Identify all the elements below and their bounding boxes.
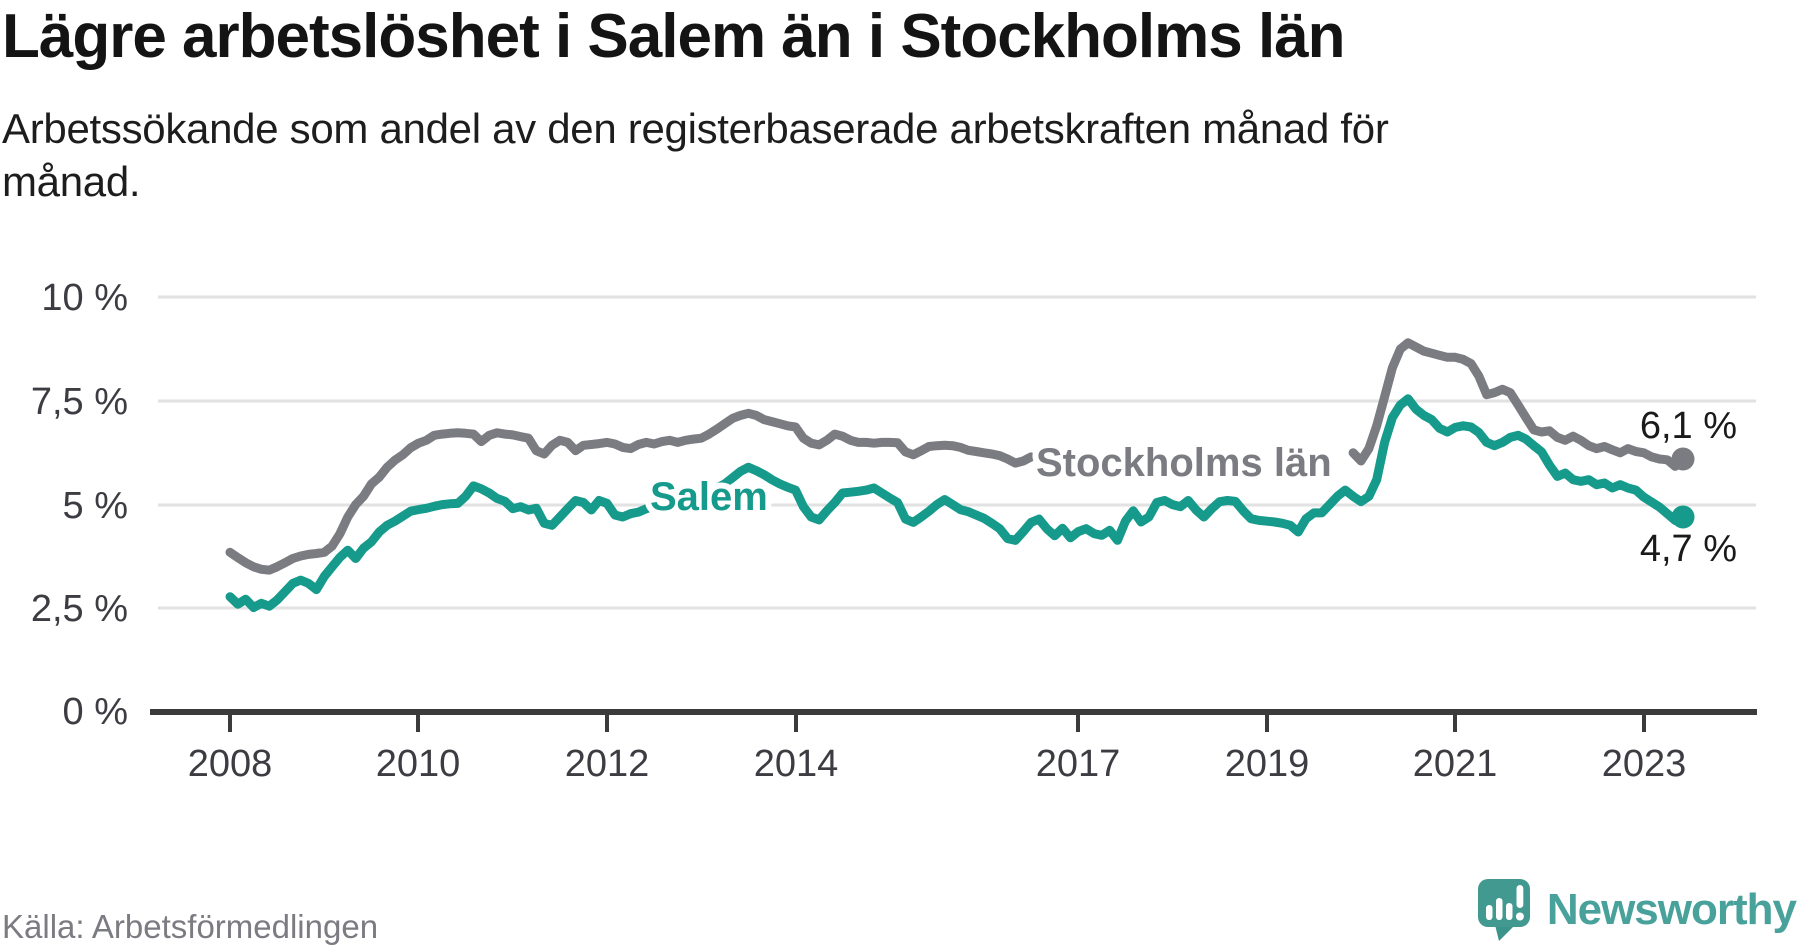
- subtitle-line-1: Arbetssökande som andel av den registerb…: [2, 105, 1389, 152]
- series-0-seg-0: [225, 408, 1036, 575]
- x-tick-label: 2014: [754, 743, 839, 785]
- series-0-end-dot: [1671, 447, 1695, 471]
- x-tick-label: 2017: [1036, 743, 1121, 785]
- x-axis-labels: 2008 2010 2012 2014 2017 2019 2021 2023: [188, 743, 1687, 785]
- newsworthy-logo-icon: [1477, 879, 1530, 941]
- newsworthy-brand: Newsworthy: [1477, 878, 1797, 942]
- series-0-seg-1: [1348, 338, 1688, 471]
- gridlines: [158, 295, 1756, 610]
- source-note: Källa: Arbetsförmedlingen: [2, 908, 379, 945]
- chart-subtitle: Arbetssökande som andel av den registerb…: [2, 102, 1502, 208]
- y-axis-labels: 10 % 7,5 % 5 % 2,5 % 0 %: [31, 277, 128, 733]
- series-label-stockholms-lan: Stockholms län: [1036, 441, 1332, 485]
- series-label-salem: Salem: [650, 475, 768, 519]
- newsworthy-brand-name: Newsworthy: [1546, 885, 1797, 934]
- y-tick-label: 0 %: [63, 691, 128, 733]
- end-value-label-salem: 4,7 %: [1640, 528, 1737, 570]
- y-tick-label: 5 %: [63, 485, 128, 527]
- x-tick-label: 2023: [1602, 743, 1687, 785]
- page-title: Lägre arbetslöshet i Salem än i Stockhol…: [2, 2, 1346, 71]
- x-tick-label: 2008: [188, 743, 273, 785]
- x-tick-label: 2019: [1225, 743, 1310, 785]
- subtitle-line-2: månad.: [2, 158, 141, 205]
- series-lines: [225, 338, 1688, 612]
- y-tick-label: 2,5 %: [31, 588, 128, 630]
- series-1-seg-0: [225, 394, 1688, 612]
- end-value-label-stockholms-lan: 6,1 %: [1640, 405, 1737, 447]
- series-1-end-dot: [1671, 505, 1695, 529]
- x-tick-label: 2010: [376, 743, 461, 785]
- x-tick-label: 2021: [1413, 743, 1498, 785]
- y-tick-label: 10 %: [41, 277, 128, 319]
- x-tick-label: 2012: [565, 743, 650, 785]
- y-tick-label: 7,5 %: [31, 381, 128, 423]
- x-axis-ticks: [228, 715, 1646, 732]
